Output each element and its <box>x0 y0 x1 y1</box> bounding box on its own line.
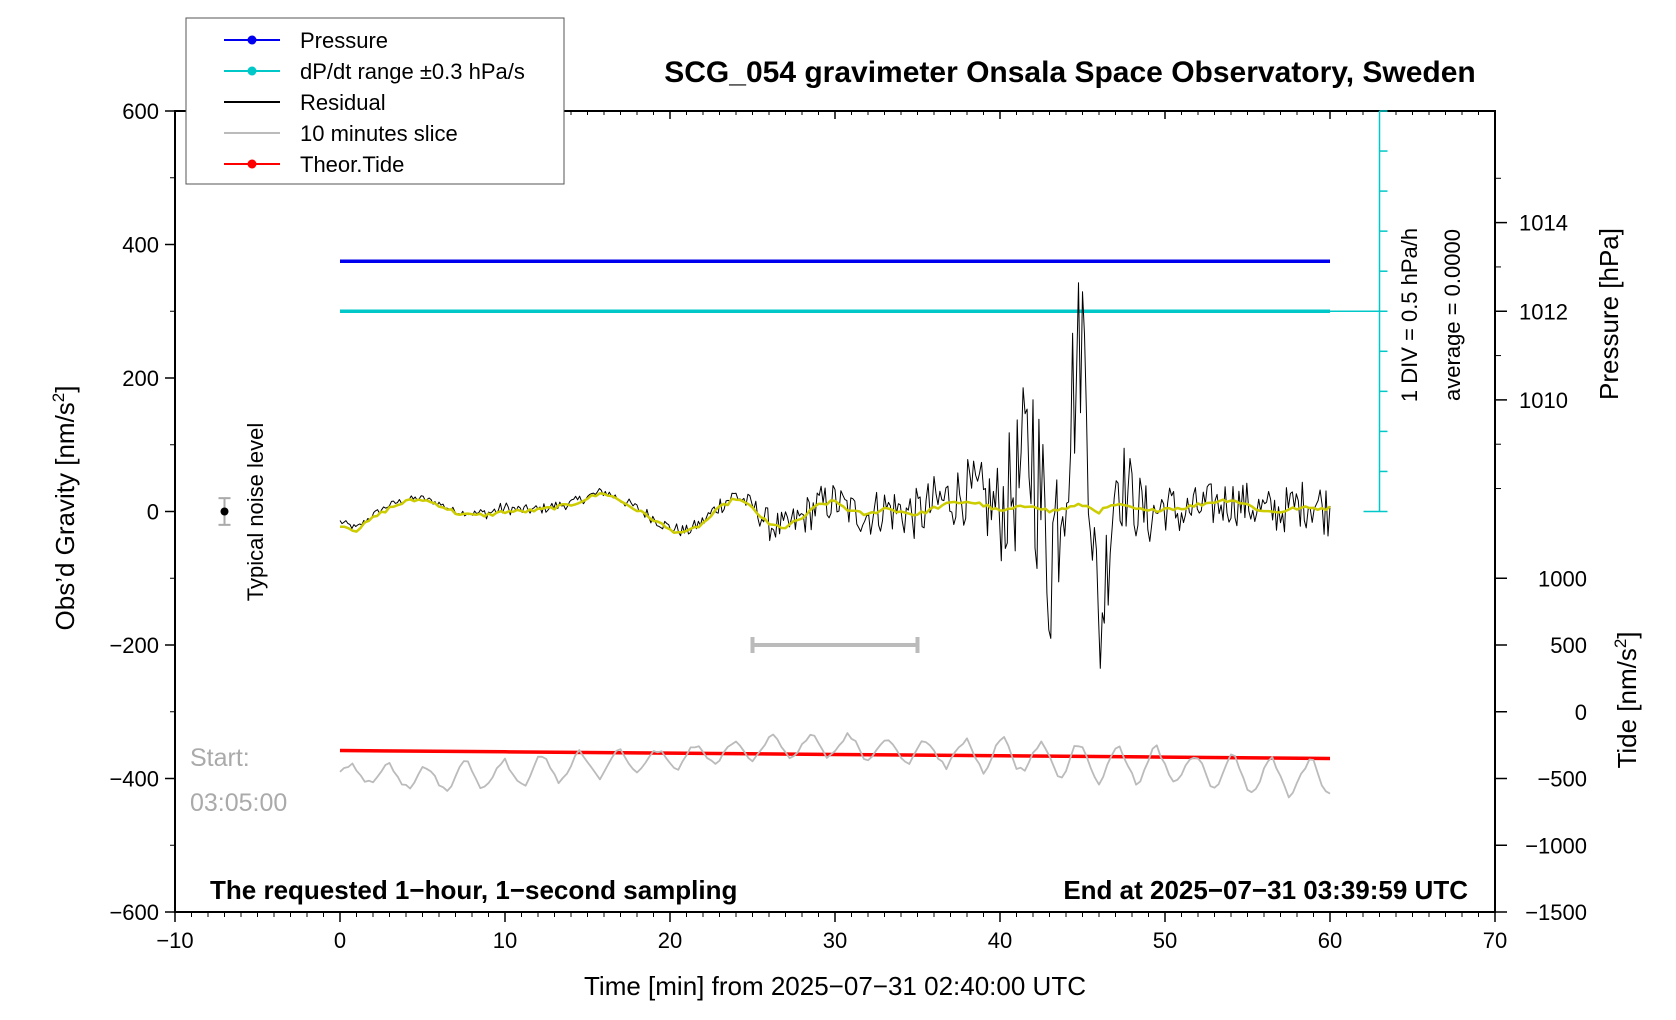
x-tick-label: 10 <box>493 928 517 953</box>
series-theor-tide <box>339 748 1331 761</box>
legend-label: Pressure <box>300 28 388 53</box>
legend-label: dP/dt range ±0.3 hPa/s <box>300 59 525 84</box>
series-10-minutes-slice <box>339 732 1331 799</box>
pressure-axis-label: Pressure [hPa] <box>1594 228 1624 400</box>
legend: Pressure dP/dt range ±0.3 hPa/s Residual 10… <box>224 28 525 177</box>
noise-level-label: Typical noise level <box>243 423 268 602</box>
start-time: 03:05:00 <box>190 789 287 817</box>
x-tick-label: 30 <box>823 928 847 953</box>
x-tick-label: 0 <box>334 928 346 953</box>
start-label: Start: <box>190 744 250 772</box>
annotation-sampling: The requested 1−hour, 1−second sampling <box>210 875 737 905</box>
pressure-tick-label: 1010 <box>1519 388 1568 413</box>
legend-marker <box>247 35 257 45</box>
legend-marker <box>247 159 257 169</box>
tide-tick-label: 0 <box>1575 700 1587 725</box>
x-tick-label: 50 <box>1153 928 1177 953</box>
pressure-tick-label: 1012 <box>1519 299 1568 324</box>
tide-tick-label: 500 <box>1550 633 1587 658</box>
noise-level-marker <box>218 497 231 526</box>
scale-bar <box>1363 110 1388 513</box>
series-smoothed-residual <box>340 492 1331 535</box>
scale-bar-avg-label: average = 0.0000 <box>1440 229 1465 401</box>
y-tick-label: −200 <box>109 633 159 658</box>
tide-tick-label: −1500 <box>1525 900 1587 925</box>
legend-label: Theor.Tide <box>300 152 404 177</box>
x-tick-label: −10 <box>156 928 193 953</box>
scale-bar-div-label: 1 DIV = 0.5 hPa/h <box>1397 228 1422 402</box>
y-tick-label: 400 <box>122 233 159 258</box>
legend-marker <box>247 66 257 76</box>
y-tick-label: 600 <box>122 99 159 124</box>
legend-label: 10 minutes slice <box>300 121 458 146</box>
chart-title: SCG_054 gravimeter Onsala Space Observat… <box>664 56 1476 89</box>
series-residual <box>339 282 1331 669</box>
tide-tick-label: −1000 <box>1525 833 1587 858</box>
series-layer <box>339 259 1380 799</box>
pressure-tick-label: 1014 <box>1519 211 1568 236</box>
x-tick-label: 70 <box>1483 928 1507 953</box>
y-axis-label: Obs’d Gravity [nm/s2] <box>49 386 80 631</box>
x-tick-label: 40 <box>988 928 1012 953</box>
x-tick-label: 60 <box>1318 928 1342 953</box>
y-tick-label: −400 <box>109 767 159 792</box>
x-axis-label: Time [min] from 2025−07−31 02:40:00 UTC <box>584 971 1086 1001</box>
tide-tick-label: −500 <box>1537 767 1587 792</box>
y-tick-label: −600 <box>109 900 159 925</box>
y-tick-label: 200 <box>122 366 159 391</box>
legend-label: Residual <box>300 90 386 115</box>
plot-frame <box>174 110 1496 913</box>
annotation-end-time: End at 2025−07−31 03:39:59 UTC <box>1063 875 1468 905</box>
tide-axis-label: Tide [nm/s2] <box>1611 631 1642 768</box>
x-tick-label: 20 <box>658 928 682 953</box>
y-tick-label: 0 <box>147 500 159 525</box>
noise-point <box>220 507 229 516</box>
tide-tick-label: 1000 <box>1538 566 1587 591</box>
axis-ticks: −10 0 10 20 30 40 50 60 70 600 400 200 0 −200 −400 −600… <box>109 99 1587 953</box>
